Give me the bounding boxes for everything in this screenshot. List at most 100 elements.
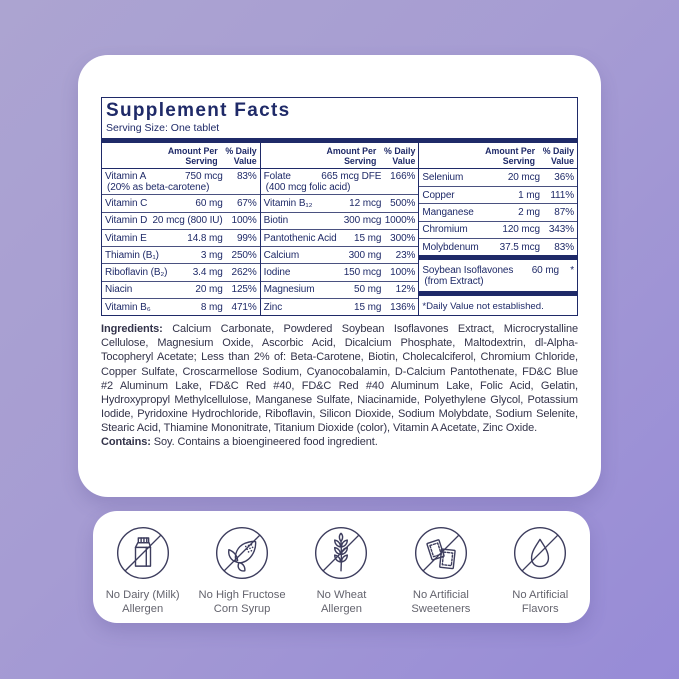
nutrient-amount: 60 mg — [195, 197, 223, 209]
amount-header: Amount Per Serving — [485, 146, 536, 167]
nutrient-dv: 36% — [554, 172, 575, 184]
nutrient-dv: 1000% — [384, 215, 416, 227]
nutrient-name: Vitamin E — [105, 232, 147, 244]
nutrient-rows: Vitamin A 750 mcg 83% (20% as beta-carot… — [102, 169, 260, 315]
nutrient-amount: 20 mcg (800 IU) — [152, 215, 223, 227]
nutrient-amount: 120 mcg — [502, 224, 541, 236]
nutrient-name: Riboflavin (B₂) — [105, 267, 168, 279]
no-dairy-icon — [116, 526, 169, 580]
supplement-facts-card: Supplement Facts Serving Size: One table… — [78, 55, 601, 497]
nutrient-row: Manganese 2 mg 87% — [419, 203, 578, 220]
badges-card: No Dairy (Milk) Allergen No High Fructos… — [93, 511, 590, 623]
nutrient-row: Copper 1 mg 111% — [419, 185, 578, 203]
ingredients-label: Ingredients: — [101, 323, 163, 336]
nutrient-subname: (20% as beta-carotene) — [107, 181, 210, 193]
nutrient-amount: 15 mg — [354, 301, 382, 313]
nutrient-row: Biotin 300 mcg 1000% — [260, 211, 419, 229]
nutrient-row: Chromium 120 mcg 343% — [419, 220, 578, 238]
column-header: Amount Per Serving % Daily Value — [260, 143, 419, 170]
nutrient-row: Pantothenic Acid 15 mg 300% — [260, 228, 419, 246]
badge-caption: No Wheat Allergen — [316, 589, 367, 615]
nutrient-subname: (from Extract) — [424, 275, 484, 287]
nutrient-row: Folate 665 mcg DFE 166% (400 mcg folic a… — [261, 169, 419, 194]
nutrient-name: Molybdenum — [422, 241, 479, 253]
nutrient-dv: * — [570, 264, 575, 276]
facts-columns: Amount Per Serving % Daily Value Vitamin… — [102, 143, 578, 316]
facts-column-3: Amount Per Serving % Daily Value Seleniu… — [418, 143, 578, 316]
nutrient-name: Chromium — [422, 224, 468, 236]
nutrient-dv: 343% — [548, 224, 575, 236]
nutrient-row: Iodine 150 mcg 100% — [260, 263, 419, 280]
badge-no-artificial-sweeteners: No Artificial Sweeteners — [393, 523, 489, 616]
nutrient-dv: 100% — [231, 215, 257, 227]
ingredients-text: Calcium Carbonate, Powdered Soybean Isof… — [101, 323, 578, 434]
nutrient-name: Vitamin D — [105, 215, 148, 227]
amount-header: Amount Per Serving — [167, 146, 218, 167]
nutrient-amount: 15 mg — [354, 232, 382, 244]
nutrient-amount: 2 mg — [518, 206, 541, 218]
nutrient-amount: 60 mg — [531, 264, 560, 276]
nutrient-dv: 99% — [236, 232, 257, 244]
nutrient-name: Vitamin B₆ — [105, 301, 151, 313]
nutrient-name: Iodine — [263, 267, 291, 279]
badge-caption: No High Fructose Corn Syrup — [198, 589, 286, 615]
nutrient-dv: 471% — [231, 301, 257, 313]
nutrient-row: Zinc 15 mg 136% — [260, 298, 419, 315]
nutrient-row: Vitamin B₆ 8 mg 471% — [102, 298, 260, 315]
no-wheat-icon — [315, 526, 368, 580]
nutrient-row: Molybdenum 37.5 mcg 83% — [419, 237, 578, 255]
nutrient-dv: 300% — [390, 232, 416, 244]
nutrient-amount: 37.5 mcg — [499, 241, 541, 253]
nutrient-name: Thiamin (B₁) — [105, 249, 159, 261]
contains-text: Soy. Contains a bioengineered food ingre… — [153, 435, 378, 448]
nutrient-amount: 50 mg — [354, 284, 382, 296]
nutrient-name: Selenium — [422, 172, 464, 184]
nutrient-row: Vitamin E 14.8 mg 99% — [102, 228, 260, 246]
nutrient-amount: 300 mg — [348, 249, 382, 261]
contains-label: Contains: — [101, 435, 151, 448]
header-bar — [102, 138, 577, 144]
amount-header: Amount Per Serving — [326, 146, 377, 167]
badge-caption: No Artificial Sweeteners — [411, 589, 471, 615]
facts-title: Supplement Facts — [106, 100, 291, 121]
nutrient-name: Biotin — [263, 215, 289, 227]
ingredients-paragraph: Ingredients: Calcium Carbonate, Powdered… — [101, 322, 578, 435]
nutrient-name: Pantothenic Acid — [263, 232, 337, 244]
nutrient-row: Vitamin A 750 mcg 83% (20% as beta-carot… — [102, 169, 260, 194]
badge-no-artificial-flavors: No Artificial Flavors — [492, 523, 588, 616]
nutrient-dv: 500% — [390, 197, 416, 209]
nutrient-amount: 1 mg — [518, 189, 541, 201]
nutrient-amount: 665 mcg DFE — [321, 170, 382, 182]
nutrient-row: Selenium 20 mcg 36% — [419, 169, 577, 185]
nutrient-dv: 125% — [231, 284, 257, 296]
nutrient-amount: 3.4 mg — [192, 267, 223, 279]
nutrient-row: Magnesium 50 mg 12% — [260, 280, 419, 298]
nutrient-dv: 166% — [390, 170, 416, 182]
nutrient-name: Folate — [263, 170, 291, 182]
section-bar — [419, 291, 578, 297]
facts-column-2: Amount Per Serving % Daily Value Folate … — [259, 143, 419, 316]
column-header: Amount Per Serving % Daily Value — [102, 143, 260, 170]
nutrient-dv: 83% — [236, 170, 257, 182]
nutrient-subname: (400 mcg folic acid) — [265, 181, 351, 193]
nutrient-dv: 250% — [231, 249, 257, 261]
nutrient-row: Vitamin C 60 mg 67% — [102, 194, 260, 211]
nutrient-dv: 100% — [390, 267, 416, 279]
nutrient-dv: 136% — [390, 301, 416, 313]
nutrient-name: Zinc — [263, 301, 283, 313]
nutrient-amount: 20 mcg — [507, 172, 541, 184]
nutrient-row: Riboflavin (B₂) 3.4 mg 262% — [102, 263, 260, 280]
nutrient-name: Vitamin A — [105, 170, 147, 182]
nutrient-row: Vitamin B₁₂ 12 mcg 500% — [260, 194, 419, 211]
nutrient-row: Niacin 20 mg 125% — [102, 280, 260, 298]
nutrient-name: Magnesium — [263, 284, 315, 296]
nutrient-name: Calcium — [263, 249, 300, 261]
dv-footnote: *Daily Value not established. — [422, 301, 544, 313]
isoflavones-row: Soybean Isoflavones 60 mg * (from Extrac… — [419, 260, 577, 291]
no-artificial-sweeteners-icon — [414, 526, 467, 580]
nutrient-name: Manganese — [422, 206, 474, 218]
badge-no-wheat: No Wheat Allergen — [293, 523, 389, 616]
nutrient-dv: 87% — [554, 206, 575, 218]
nutrient-amount: 8 mg — [200, 301, 223, 313]
nutrient-name: Vitamin B₁₂ — [263, 197, 313, 209]
